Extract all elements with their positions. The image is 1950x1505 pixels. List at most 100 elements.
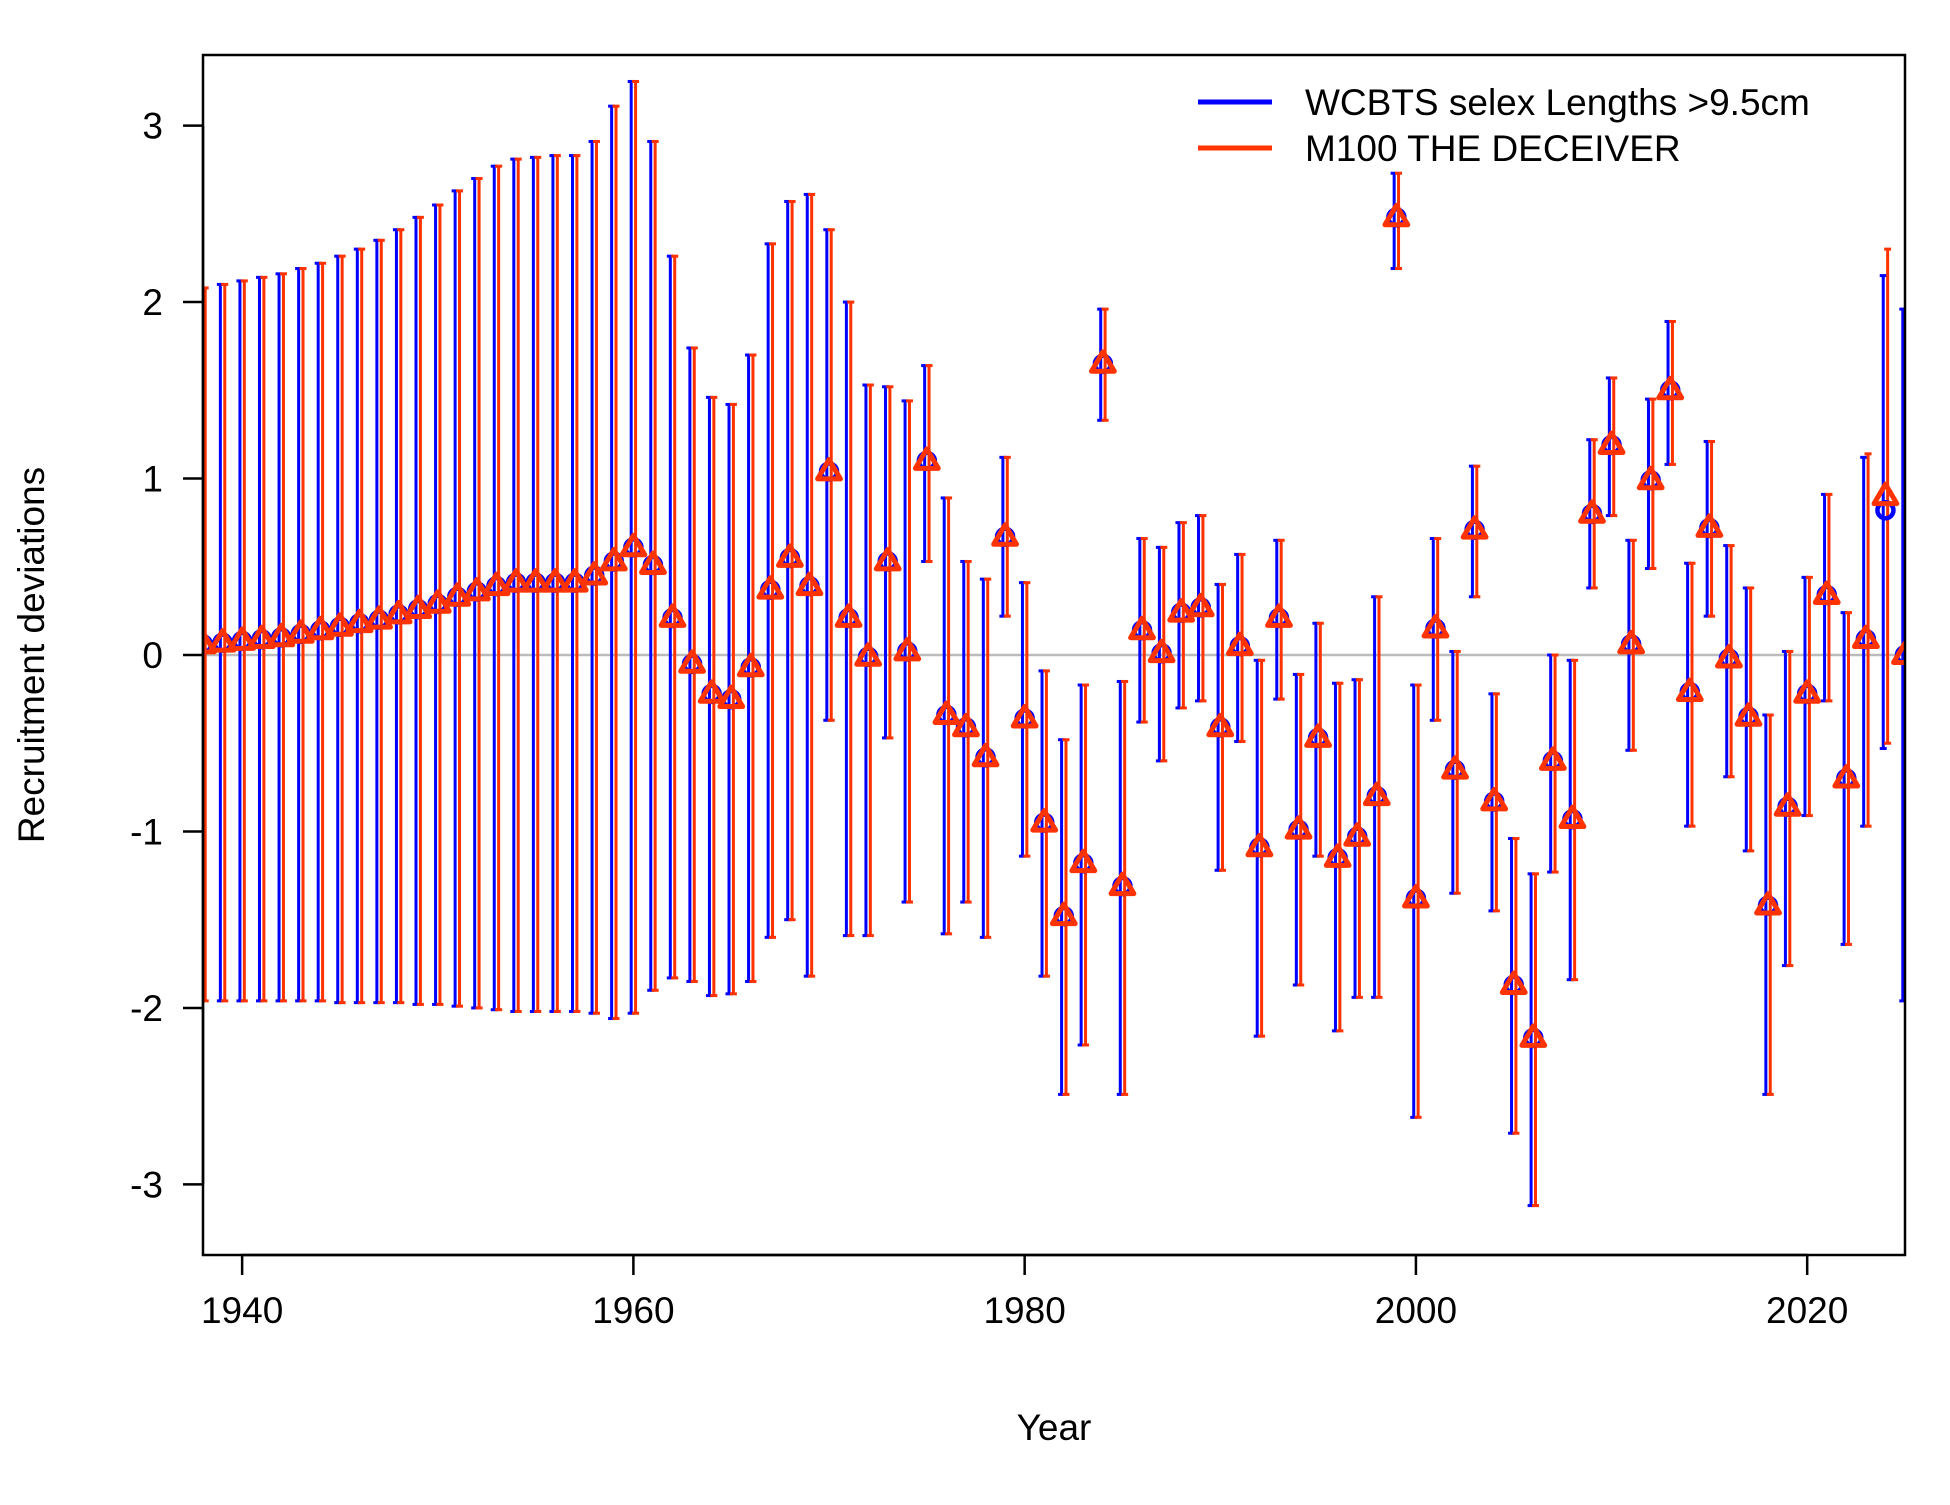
data-point-series2 xyxy=(1030,808,1059,833)
data-point-series2 xyxy=(1128,615,1156,641)
data-point-series2 xyxy=(1186,592,1215,618)
data-point-series2 xyxy=(404,594,433,620)
y-tick-label: 1 xyxy=(142,459,163,500)
y-axis-title: Recruitment deviations xyxy=(11,467,52,843)
legend-label-series1: WCBTS selex Lengths >9.5cm xyxy=(1305,82,1810,123)
data-point-series2 xyxy=(326,612,354,637)
x-tick-label: 1940 xyxy=(201,1290,283,1331)
data-point-series2 xyxy=(1715,644,1743,669)
data-point-series2 xyxy=(1891,640,1905,665)
data-point-series2 xyxy=(306,615,335,641)
data-point-series2 xyxy=(1538,746,1567,771)
x-tick-label: 2020 xyxy=(1766,1290,1848,1331)
data-point-series2 xyxy=(1812,580,1841,605)
data-point-series2 xyxy=(1284,815,1313,840)
data-point-series2 xyxy=(795,571,824,597)
data-point-series2 xyxy=(1695,513,1724,538)
data-point-series2 xyxy=(1656,375,1685,401)
data-point-series2 xyxy=(1871,481,1900,507)
data-point-series2 xyxy=(971,742,1000,768)
data-point-series2 xyxy=(1441,755,1469,780)
x-tick-label: 1960 xyxy=(592,1290,674,1331)
data-point-series2 xyxy=(717,684,746,710)
data-point-series2 xyxy=(345,608,374,634)
data-point-series2 xyxy=(1519,1023,1548,1048)
data-point-series2 xyxy=(873,546,902,572)
legend: WCBTS selex Lengths >9.5cm M100 THE DECE… xyxy=(1198,82,1810,169)
data-point-series2 xyxy=(203,629,217,655)
data-point-series2 xyxy=(1754,891,1782,916)
data-point-series2 xyxy=(443,582,472,607)
x-tick-label: 1980 xyxy=(983,1290,1065,1331)
data-point-series2 xyxy=(912,446,941,471)
data-point-series2 xyxy=(1421,614,1450,639)
data-point-series2 xyxy=(1597,430,1626,455)
data-point-series2 xyxy=(365,605,393,630)
data-point-series2 xyxy=(619,532,648,558)
y-tick-label: 3 xyxy=(142,106,163,147)
data-point-series2 xyxy=(580,561,609,586)
data-point-series2 xyxy=(1108,871,1137,897)
data-point-series2 xyxy=(1343,822,1372,847)
data-point-series2 xyxy=(267,622,296,648)
data-point-series2 xyxy=(482,571,511,597)
data-point-series2 xyxy=(756,575,785,600)
data-point-series2 xyxy=(1617,629,1646,655)
data-point-series2 xyxy=(462,576,491,602)
data-point-series2 xyxy=(1460,515,1489,540)
data-point-series2 xyxy=(893,636,922,662)
data-point-series2 xyxy=(1069,848,1098,874)
data-point-series2 xyxy=(228,626,257,651)
data-point-series2 xyxy=(1265,603,1293,628)
data-point-series2 xyxy=(1773,792,1802,817)
data-point-series2 xyxy=(521,568,550,593)
data-point-series2 xyxy=(1225,631,1254,657)
data-point-series2 xyxy=(1793,679,1822,704)
data-point-series2 xyxy=(208,628,237,653)
data-point-series2 xyxy=(1558,804,1587,830)
data-point-series2 xyxy=(1147,638,1176,664)
data-point-series2 xyxy=(502,568,530,593)
data-point-series2 xyxy=(1734,702,1763,727)
data-point-series2 xyxy=(1832,764,1861,789)
data-point-series2 xyxy=(1049,901,1078,927)
data-point-series2 xyxy=(1304,723,1332,748)
data-point-series2 xyxy=(560,568,589,593)
data-point-series2 xyxy=(286,619,315,644)
data-point-series2 xyxy=(541,568,570,593)
data-point-series2 xyxy=(1089,349,1117,374)
error-bars-layer xyxy=(203,79,1905,1208)
y-tick-label: 0 xyxy=(142,635,163,676)
data-point-series2 xyxy=(639,550,667,575)
data-point-series2 xyxy=(775,543,804,568)
y-tick-label: -1 xyxy=(130,811,163,852)
data-point-series2 xyxy=(1480,786,1509,812)
data-point-series2 xyxy=(1675,677,1704,702)
y-tick-label: 2 xyxy=(142,282,163,323)
data-point-series2 xyxy=(1402,884,1430,909)
data-point-series2 xyxy=(678,649,706,674)
legend-label-series2: M100 THE DECEIVER xyxy=(1305,128,1681,169)
y-tick-label: -3 xyxy=(130,1164,163,1205)
data-point-series2 xyxy=(834,603,863,628)
data-point-series2 xyxy=(697,679,726,704)
x-tick-label: 2000 xyxy=(1375,1290,1457,1331)
data-point-series2 xyxy=(1206,712,1235,738)
points-layer xyxy=(203,202,1905,1049)
data-point-series2 xyxy=(384,599,413,625)
data-point-series2 xyxy=(599,546,628,572)
x-axis-title: Year xyxy=(1017,1407,1092,1448)
data-point-series2 xyxy=(1010,704,1039,729)
data-point-series2 xyxy=(1382,202,1411,228)
data-point-series2 xyxy=(1499,970,1528,995)
data-point-series2 xyxy=(1362,781,1391,807)
data-point-series2 xyxy=(1167,598,1196,623)
data-point-series2 xyxy=(815,456,843,482)
data-point-series2 xyxy=(1636,465,1665,491)
data-point-series2 xyxy=(423,589,452,614)
data-point-series2 xyxy=(952,712,980,738)
data-point-series2 xyxy=(991,522,1019,547)
data-point-series2 xyxy=(1851,624,1880,650)
